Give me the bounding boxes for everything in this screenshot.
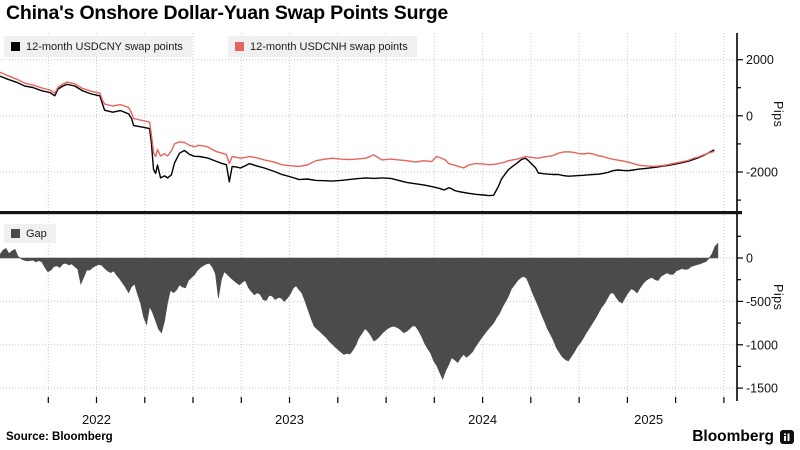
usdcnh-legend-label: 12-month USDCNH swap points — [250, 41, 408, 53]
legend-usdcnh: 12-month USDCNH swap points — [228, 36, 417, 57]
bloomberg-logo: Bloomberg — [692, 428, 794, 446]
svg-text:2024: 2024 — [468, 412, 497, 427]
ylabel-bottom: Pips — [771, 284, 785, 310]
gridlines — [0, 33, 737, 397]
svg-text:-1000: -1000 — [746, 338, 778, 352]
usdcny-swatch-icon — [11, 42, 20, 51]
page-title: China's Onshore Dollar-Yuan Swap Points … — [6, 2, 448, 25]
chart-container: 2000 0 -2000 0 -500 -1000 -1500 2022 2023 2024 202… — [0, 0, 800, 450]
bloomberg-logo-icon — [780, 430, 794, 444]
svg-text:2025: 2025 — [634, 412, 663, 427]
svg-text:2022: 2022 — [82, 412, 111, 427]
svg-text:2023: 2023 — [275, 412, 304, 427]
svg-text:0: 0 — [746, 109, 753, 123]
legend-usdcny: 12-month USDCNY swap points — [4, 36, 192, 57]
usdcnh-swatch-icon — [235, 42, 244, 51]
svg-text:-1500: -1500 — [746, 382, 778, 396]
gap-swatch-icon — [11, 229, 20, 238]
axes: 2000 0 -2000 0 -500 -1000 -1500 2022 2023 2024 202… — [0, 33, 778, 427]
legend-gap: Gap — [4, 224, 56, 243]
svg-text:-2000: -2000 — [746, 165, 778, 179]
source-note: Source: Bloomberg — [6, 431, 113, 443]
swap-points-chart: 2000 0 -2000 0 -500 -1000 -1500 2022 2023 2024 202… — [0, 0, 800, 450]
gap-legend-label: Gap — [26, 228, 47, 240]
svg-text:2000: 2000 — [746, 53, 774, 67]
usdcny-legend-label: 12-month USDCNY swap points — [26, 41, 183, 53]
svg-text:0: 0 — [746, 251, 753, 265]
bloomberg-wordmark: Bloomberg — [692, 428, 774, 446]
top-panel-series — [0, 72, 714, 195]
ylabel-top: Pips — [771, 101, 785, 127]
svg-text:-500: -500 — [746, 295, 771, 309]
gap-series — [0, 243, 718, 379]
